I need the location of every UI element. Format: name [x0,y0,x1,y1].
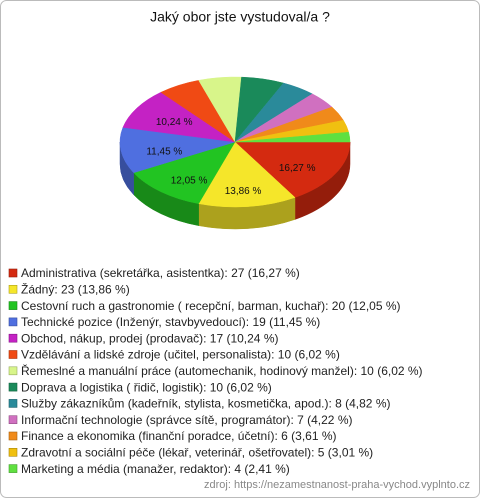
slice-label: 16,27 % [279,163,316,174]
legend-swatch [8,317,18,327]
legend-swatch [8,333,18,343]
legend-label: Doprava a logistika ( řidič, logistik): … [21,380,272,394]
slice [119,127,236,173]
legend-label: Řemeslné a manuální práce (automechanik,… [21,363,423,378]
legend-swatch [8,464,18,473]
source: zdroj: https://nezamestnanost-praha-vych… [204,479,470,491]
legend-swatch [8,382,18,392]
legend-label: Vzdělávání a lidské zdroje (učitel, pers… [21,348,340,362]
legend-swatch [8,284,18,294]
legend-label: Obchod, nákup, prodej (prodavač): 17 (10… [21,331,278,345]
legend-swatch [8,431,18,441]
legend-label: Cestovní ruch a gastronomie ( recepční, … [21,299,401,313]
legend-swatch [8,366,18,376]
legend-swatch [8,447,18,457]
chart-title: Jaký obor jste vystudoval/a ? [150,9,330,25]
slice [234,141,351,198]
legend-swatch [8,399,18,408]
legend-label: Informační technologie (správce sítě, pr… [21,413,352,427]
slice-label: 12,05 % [171,175,208,186]
legend-label: Technické pozice (Inženýr, stavbyvedoucí… [21,315,320,329]
legend-label: Zdravotní a sociální péče (lékař, veteri… [21,445,373,459]
legend-label: Administrativa (sekretářka, asistentka):… [21,266,300,280]
legend-swatch [8,415,18,425]
slice-label: 13,86 % [225,186,262,197]
legend-swatch [8,301,18,310]
legend-label: Finance a ekonomika (finanční poradce, ú… [21,429,337,443]
slice [198,141,296,208]
legend-label: Žádný: 23 (13,86 %) [21,281,130,296]
legend-label: Služby zákazníkům (kadeřník, stylista, k… [21,397,390,411]
slice [122,92,236,143]
legend-swatch [8,268,18,278]
slice-label: 11,45 % [146,147,182,158]
slice-label: 10,24 % [156,117,193,128]
slice [234,131,351,143]
slice [133,141,236,204]
legend-swatch [8,350,18,359]
pie: 16,27 % 13,86 % 12,05 % 11,45 % 10,24 % [119,76,351,230]
legend-label: Marketing a média (manažer, redaktor): 4… [21,462,290,476]
legend: Administrativa (sekretářka, asistentka):… [8,266,423,476]
